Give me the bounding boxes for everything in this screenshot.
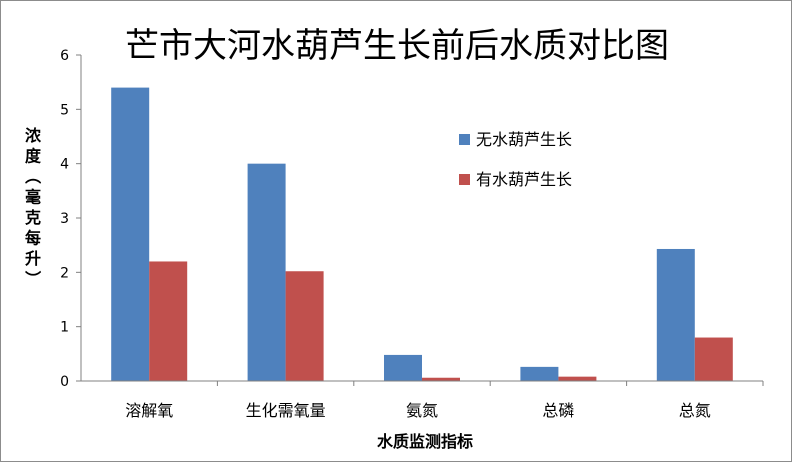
bar-with-hyacinth bbox=[285, 271, 324, 381]
x-axis-label: 水质监测指标 bbox=[377, 432, 473, 451]
x-category-label: 总磷 bbox=[542, 401, 574, 420]
y-tick-label: 3 bbox=[60, 211, 69, 227]
y-tick-label: 1 bbox=[60, 320, 69, 336]
x-category-label: 生化需氧量 bbox=[246, 401, 326, 420]
bar-without-hyacinth bbox=[247, 163, 286, 381]
y-axis-label-char: 度 bbox=[25, 147, 42, 166]
axes bbox=[80, 55, 763, 382]
y-tick-label: 6 bbox=[60, 48, 69, 64]
bar-with-hyacinth bbox=[558, 376, 597, 381]
y-axis-ticks: 0 1 2 3 4 5 6 bbox=[60, 48, 81, 390]
y-axis-label-char: 克 bbox=[25, 208, 41, 227]
x-axis-categories: 溶解氧 生化需氧量 氨氮 总磷 总氮 bbox=[125, 381, 764, 420]
bar-with-hyacinth bbox=[149, 261, 188, 381]
bar-series bbox=[111, 87, 733, 381]
bar-with-hyacinth bbox=[422, 377, 460, 381]
chart-title: 芒市大河水葫芦生长前后水质对比图 bbox=[125, 26, 669, 66]
legend-label: 无水葫芦生长 bbox=[476, 130, 572, 149]
y-axis-label-char: ） bbox=[23, 270, 42, 286]
x-category-label: 溶解氧 bbox=[125, 401, 173, 420]
bar-with-hyacinth bbox=[694, 337, 733, 381]
bar-without-hyacinth bbox=[111, 87, 150, 381]
x-category-label: 氨氮 bbox=[406, 401, 438, 420]
y-axis-label-char: 毫 bbox=[25, 188, 41, 207]
bar-without-hyacinth bbox=[520, 366, 559, 381]
legend-swatch bbox=[459, 134, 470, 145]
y-axis-label-char: （ bbox=[23, 168, 42, 184]
y-tick-label: 0 bbox=[60, 374, 69, 390]
y-axis-label-char: 浓 bbox=[25, 126, 42, 145]
bar-without-hyacinth bbox=[656, 248, 695, 381]
y-tick-label: 4 bbox=[60, 157, 69, 173]
legend-label: 有水葫芦生长 bbox=[476, 170, 572, 189]
y-axis-label-char: 每 bbox=[25, 229, 41, 248]
y-tick-label: 5 bbox=[60, 102, 69, 118]
legend-swatch bbox=[459, 174, 470, 185]
x-category-label: 总氮 bbox=[679, 401, 711, 420]
y-tick-label: 2 bbox=[60, 265, 69, 281]
y-axis-label-char: 升 bbox=[25, 249, 41, 268]
bar-without-hyacinth bbox=[384, 354, 422, 381]
